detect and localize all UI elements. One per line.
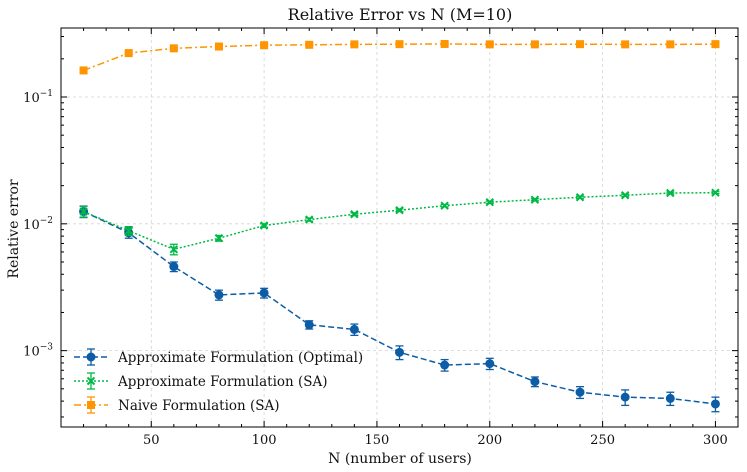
data-point: [259, 221, 269, 230]
data-point: [349, 324, 359, 334]
data-point: [485, 198, 494, 207]
y-tick-exponent: −2: [40, 216, 53, 226]
legend-marker: [86, 352, 96, 362]
x-axis-label: N (number of users): [328, 451, 472, 467]
data-point: [530, 40, 539, 49]
y-tick-base: 10: [23, 91, 40, 106]
y-axis-label: Relative error: [6, 179, 22, 278]
y-tick-label: 10−1: [23, 89, 53, 106]
y-tick-base: 10: [23, 218, 40, 233]
y-tick-base: 10: [23, 345, 40, 360]
legend-entry: Approximate Formulation (SA): [74, 372, 328, 390]
legend-marker: [87, 401, 95, 409]
data-point: [485, 359, 495, 369]
data-point: [305, 215, 314, 224]
data-point: [440, 360, 450, 370]
x-tick-label: 200: [477, 433, 502, 448]
data-point: [124, 226, 133, 236]
data-point: [214, 290, 224, 300]
y-tick-label: 10−3: [23, 343, 53, 360]
x-tick-label: 250: [590, 433, 615, 448]
plot-frame: [60, 27, 739, 428]
data-point: [305, 40, 314, 49]
legend-marker: [86, 376, 96, 386]
data-point: [169, 262, 179, 272]
data-point: [620, 392, 630, 402]
data-point: [304, 320, 314, 330]
data-point: [395, 347, 404, 357]
data-point: [576, 40, 585, 49]
series-1: [79, 188, 720, 256]
data-point: [395, 40, 404, 49]
legend-entry: Approximate Formulation (Optimal): [74, 348, 363, 366]
data-point: [665, 393, 675, 403]
y-tick-exponent: −1: [40, 89, 53, 99]
data-point: [214, 234, 224, 243]
data-point: [350, 210, 359, 219]
data-point: [666, 188, 675, 198]
data-point: [169, 245, 179, 254]
data-point: [666, 40, 675, 49]
data-point: [621, 40, 630, 49]
data-point: [440, 39, 449, 48]
data-point: [575, 193, 585, 202]
data-point: [485, 40, 494, 49]
data-point: [620, 191, 630, 200]
x-tick-label: 50: [143, 433, 160, 448]
data-point: [711, 40, 720, 49]
grid: [61, 28, 738, 427]
data-point: [169, 44, 178, 53]
x-tick-label: 300: [703, 433, 728, 448]
data-point: [530, 195, 540, 204]
series-2: [79, 39, 720, 75]
legend-label: Approximate Formulation (SA): [117, 374, 328, 390]
legend-label: Approximate Formulation (Optimal): [117, 350, 363, 366]
data-point: [260, 41, 269, 50]
data-point: [124, 49, 133, 58]
data-point: [259, 288, 269, 298]
data-point: [79, 66, 88, 75]
x-tick-label: 150: [365, 433, 390, 448]
data-point: [214, 42, 223, 51]
data-point: [710, 399, 720, 409]
y-tick-label: 10−2: [23, 216, 53, 233]
y-tick-exponent: −3: [40, 343, 54, 353]
data-point: [395, 206, 404, 215]
chart-title: Relative Error vs N (M=10): [288, 5, 513, 24]
x-tick-label: 100: [252, 433, 277, 448]
data-point: [79, 207, 88, 216]
legend: Approximate Formulation (Optimal) Approxi…: [74, 348, 363, 414]
data-point: [350, 40, 359, 49]
legend-entry: Naive Formulation (SA): [74, 396, 280, 414]
series-layer: [79, 39, 720, 413]
legend-label: Naive Formulation (SA): [118, 398, 280, 414]
series-line: [83, 191, 716, 251]
data-point: [711, 188, 720, 197]
data-point: [440, 201, 449, 210]
data-point: [575, 387, 585, 397]
data-point: [530, 377, 540, 387]
